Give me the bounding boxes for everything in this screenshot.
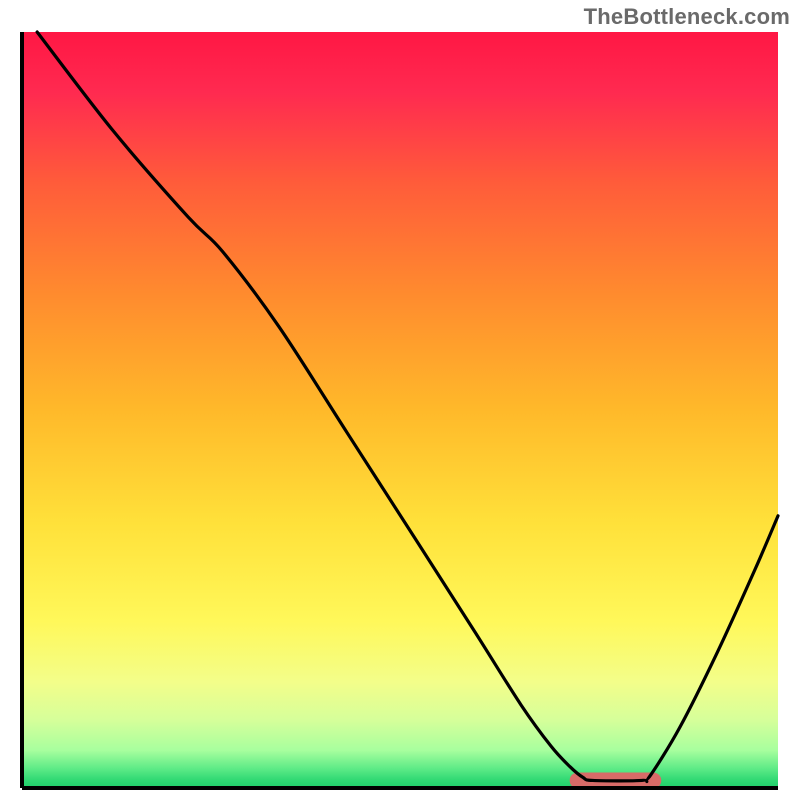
- bottleneck-chart: [20, 30, 780, 790]
- attribution-text: TheBottleneck.com: [584, 4, 790, 30]
- chart-svg: [20, 30, 780, 790]
